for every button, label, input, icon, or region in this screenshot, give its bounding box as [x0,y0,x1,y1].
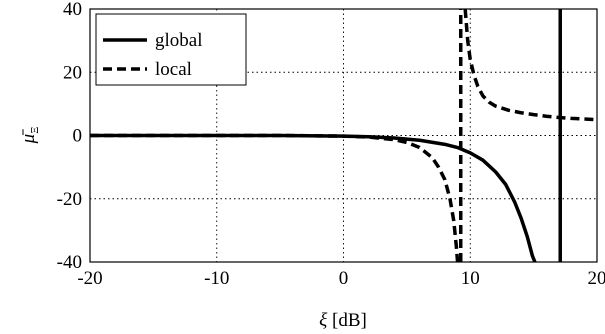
legend-label-global: global [155,30,203,51]
y-tick-label: 0 [73,126,83,147]
x-axis-unit: [dB] [332,310,367,331]
legend-label-local: local [155,59,192,80]
x-tick-label: -20 [77,268,102,289]
x-tick-label: 0 [339,268,349,289]
y-axis-label: μ̄Ξ [18,127,41,145]
series-line-local [463,9,597,122]
x-ticks: -20 -10 0 10 20 [77,268,605,289]
y-tick-label: 20 [63,62,82,83]
y-tick-label: -20 [57,189,82,210]
y-axis-subscript: Ξ [29,127,41,134]
legend: global local [95,13,247,86]
x-tick-label: 20 [588,268,605,289]
series-group [90,9,597,262]
series-line-local [90,133,460,262]
y-tick-label: -40 [57,252,82,273]
x-axis-label: ξ [dB] [319,310,367,331]
y-ticks: -40 -20 0 20 40 [57,0,82,273]
plot-frame [89,8,598,263]
y-tick-label: 40 [63,0,82,20]
legend-box [95,13,247,86]
x-tick-label: -10 [204,268,229,289]
x-axis-symbol: ξ [319,310,328,331]
x-tick-label: 10 [461,268,480,289]
